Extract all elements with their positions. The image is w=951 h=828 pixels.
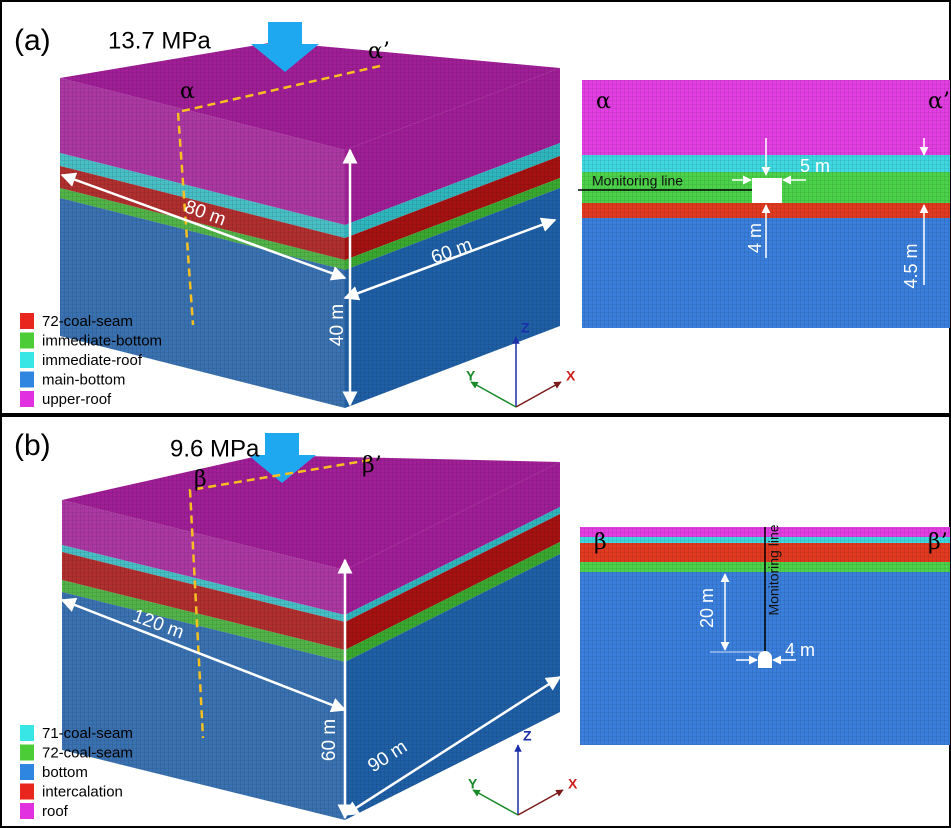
dimension-label: 20 m xyxy=(697,588,717,628)
section-end-label: β’ xyxy=(362,453,382,478)
legend-swatch xyxy=(20,333,34,349)
legend-label: main-bottom xyxy=(42,371,125,388)
legend-label: 72-coal-seam xyxy=(42,313,133,330)
section-end: β’ xyxy=(928,530,948,555)
legend-label: immediate-roof xyxy=(42,352,143,369)
roadway-opening xyxy=(752,178,782,203)
axis-label: Z xyxy=(521,320,530,336)
mesh xyxy=(582,80,950,328)
legend-swatch xyxy=(20,725,34,741)
axis-label: Y xyxy=(468,776,478,792)
axis-label: Z xyxy=(523,728,532,744)
legend-swatch xyxy=(20,313,34,329)
axis-label: X xyxy=(566,368,576,384)
axis-y xyxy=(471,382,516,407)
legend-label: 71-coal-seam xyxy=(42,725,133,742)
dimension-label: 4 m xyxy=(745,223,765,253)
panel-label: (a) xyxy=(14,24,51,57)
axis-x xyxy=(516,382,561,407)
figure: (a)13.7 MPaαα’80 m60 m40 m72-coal-seamim… xyxy=(0,0,951,828)
legend-label: 72-coal-seam xyxy=(42,744,133,761)
load-label: 13.7 MPa xyxy=(108,27,211,54)
legend-swatch xyxy=(20,745,34,761)
section-start-label: α xyxy=(180,79,195,104)
axis-y xyxy=(473,790,518,815)
legend-swatch xyxy=(20,784,34,800)
legend-swatch xyxy=(20,372,34,388)
dimension-label: 4.5 m xyxy=(901,243,921,288)
monitoring-label: Monitoring line xyxy=(766,524,782,615)
legend-label: upper-roof xyxy=(42,391,112,408)
load-label: 9.6 MPa xyxy=(170,435,260,462)
section-end: α’ xyxy=(928,89,950,114)
monitoring-label: Monitoring line xyxy=(592,173,683,189)
axis-x xyxy=(518,790,563,815)
legend-swatch xyxy=(20,803,34,819)
dimension-label: 4 m xyxy=(785,640,815,660)
legend-label: roof xyxy=(42,803,69,820)
legend-label: immediate-bottom xyxy=(42,332,162,349)
roadway-opening xyxy=(758,651,772,668)
legend-swatch xyxy=(20,391,34,407)
section-start: β xyxy=(594,530,607,555)
dimension-label: 5 m xyxy=(800,156,830,176)
axis-label: X xyxy=(568,776,578,792)
section-end-label: α’ xyxy=(368,39,390,64)
legend-label: intercalation xyxy=(42,783,123,800)
panel-label: (b) xyxy=(14,429,51,462)
dimension-label: 40 m xyxy=(327,304,348,346)
axis-label: Y xyxy=(466,368,476,384)
legend-swatch xyxy=(20,764,34,780)
legend-swatch xyxy=(20,352,34,368)
section-start-label: β xyxy=(194,467,207,492)
dimension-label: 60 m xyxy=(319,719,340,761)
section-start: α xyxy=(596,89,611,114)
legend-label: bottom xyxy=(42,764,88,781)
